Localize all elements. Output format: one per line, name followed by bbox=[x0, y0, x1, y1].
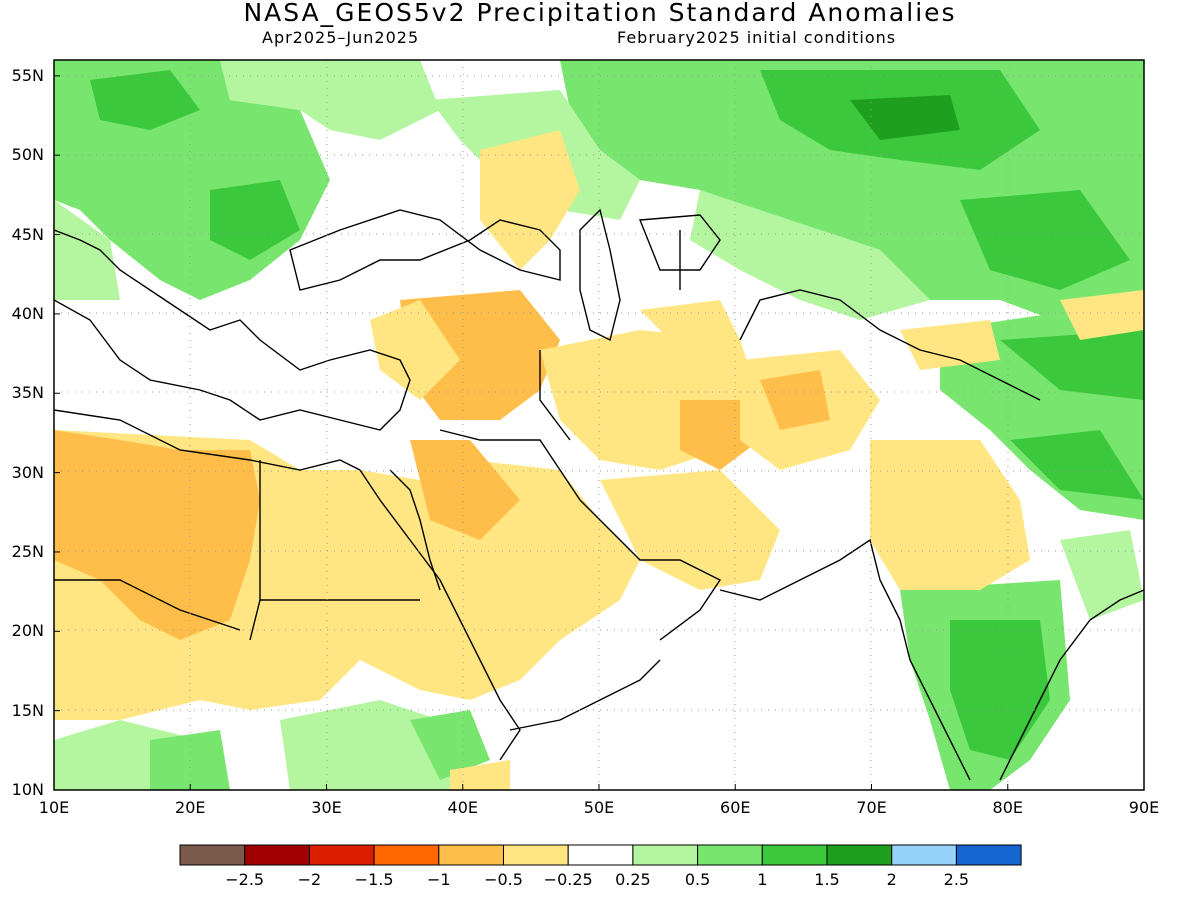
lat-ticks bbox=[54, 75, 60, 791]
dry-anomaly-regions bbox=[54, 130, 1144, 790]
legend-swatch bbox=[761, 844, 828, 866]
legend-swatch bbox=[438, 844, 504, 866]
lat-label: 20N bbox=[11, 621, 44, 641]
legend-label: −2.5 bbox=[225, 870, 265, 889]
graticule bbox=[54, 60, 1144, 790]
legend-swatch bbox=[826, 844, 893, 866]
legend-swatch bbox=[567, 844, 634, 866]
legend-label: 1.5 bbox=[814, 870, 840, 889]
lat-label: 35N bbox=[11, 383, 44, 403]
lon-label: 60E bbox=[720, 798, 751, 817]
lat-label: 45N bbox=[11, 224, 44, 244]
anomaly-fields bbox=[54, 60, 1144, 790]
legend-swatch bbox=[308, 844, 375, 866]
lat-label: 50N bbox=[11, 145, 44, 165]
legend-label: −0.5 bbox=[484, 870, 523, 889]
wet-anomaly-regions bbox=[54, 60, 1144, 790]
legend-label: −2 bbox=[297, 870, 322, 889]
lat-label: 40N bbox=[11, 303, 44, 323]
lon-ticks bbox=[53, 784, 1145, 790]
lon-label: 40E bbox=[447, 798, 478, 817]
legend-swatch bbox=[503, 844, 569, 866]
lon-label: 20E bbox=[175, 798, 206, 817]
lat-label: 30N bbox=[11, 462, 44, 482]
coastlines-borders bbox=[54, 208, 1144, 781]
map-title: NASA_GEOS5v2 Precipitation Standard Anom… bbox=[243, 0, 957, 27]
color-legend bbox=[179, 844, 1022, 866]
legend-label: 2 bbox=[886, 870, 897, 889]
forecast-period: Apr2025–Jun2025 bbox=[262, 28, 420, 47]
initial-conditions: February2025 initial conditions bbox=[617, 28, 897, 47]
legend-swatch bbox=[891, 844, 957, 866]
legend-label: 0.5 bbox=[684, 870, 711, 889]
lon-label: 30E bbox=[311, 798, 342, 817]
lon-label: 90E bbox=[1128, 798, 1160, 817]
lat-label: 25N bbox=[11, 541, 44, 561]
legend-label: −0.25 bbox=[543, 870, 593, 889]
legend-swatch bbox=[697, 844, 763, 866]
lat-label: 15N bbox=[11, 700, 44, 720]
legend-label: −1 bbox=[427, 870, 451, 889]
legend-label: 1 bbox=[757, 870, 768, 889]
lon-label: 70E bbox=[856, 798, 887, 817]
legend-swatch bbox=[632, 844, 699, 866]
lon-label: 50E bbox=[583, 798, 615, 817]
legend-swatch bbox=[179, 844, 246, 866]
legend-label: −1.5 bbox=[354, 870, 394, 889]
legend-label: 0.25 bbox=[615, 870, 651, 889]
legend-swatch bbox=[373, 844, 440, 866]
legend-label: 2.5 bbox=[943, 870, 970, 889]
lon-label: 10E bbox=[38, 798, 70, 817]
legend-swatch bbox=[244, 844, 310, 866]
lon-label: 80E bbox=[992, 798, 1023, 817]
lat-label: 10N bbox=[11, 780, 44, 799]
lat-label: 55N bbox=[11, 65, 44, 85]
legend-swatch bbox=[955, 844, 1022, 866]
